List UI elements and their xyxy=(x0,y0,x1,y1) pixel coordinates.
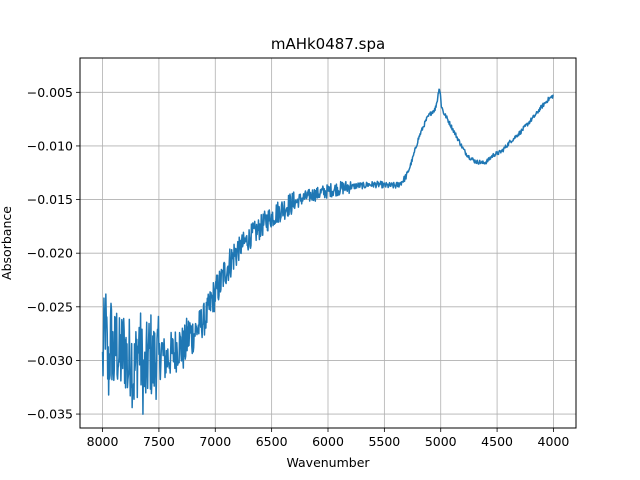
y-axis-ticks: −0.035 −0.030 −0.025 −0.020 −0.015 −0.010 −0.0… xyxy=(27,85,80,422)
y-axis-label: Absorbance xyxy=(0,206,14,280)
absorbance-spectrum-line xyxy=(101,88,554,415)
y-tick-label: −0.035 xyxy=(27,407,73,422)
x-tick-label: 5500 xyxy=(368,434,400,449)
x-tick-label: 6000 xyxy=(312,434,344,449)
x-axis-label: Wavenumber xyxy=(286,455,370,470)
y-tick-label: −0.005 xyxy=(27,85,73,100)
x-tick-label: 4500 xyxy=(481,434,513,449)
x-tick-label: 7000 xyxy=(199,434,231,449)
y-tick-label: −0.025 xyxy=(27,299,73,314)
y-tick-label: −0.030 xyxy=(27,353,73,368)
x-tick-label: 7500 xyxy=(143,434,175,449)
chart-title: mAHk0487.spa xyxy=(271,35,385,53)
plot-frame xyxy=(79,57,577,429)
y-tick-label: −0.010 xyxy=(27,138,73,153)
x-axis-ticks: 8000 7500 7000 6500 6000 5500 5000 4500 4000 xyxy=(87,428,570,449)
x-tick-label: 6500 xyxy=(256,434,288,449)
grid-lines xyxy=(80,58,576,428)
y-tick-label: −0.015 xyxy=(27,192,73,207)
x-tick-label: 8000 xyxy=(87,434,119,449)
x-tick-label: 4000 xyxy=(538,434,570,449)
y-tick-label: −0.020 xyxy=(27,246,73,261)
x-tick-label: 5000 xyxy=(425,434,457,449)
